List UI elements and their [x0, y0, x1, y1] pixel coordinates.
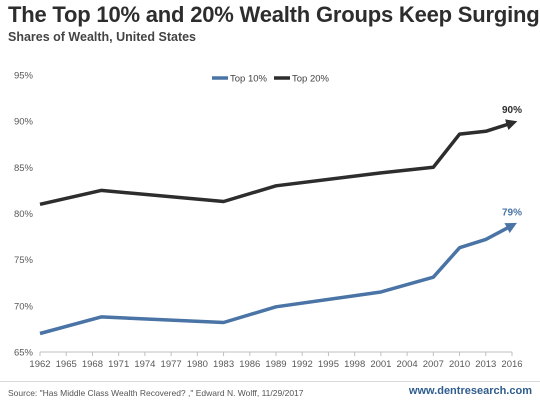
y-tick-label: 95%: [14, 71, 34, 82]
line-chart: 65%70%75%80%85%90%95% 1962 1965 1968 1971 19…: [14, 71, 523, 371]
series-end-label: 90%: [502, 105, 522, 116]
y-tick-label: 65%: [14, 348, 34, 359]
x-tick-label: 1962: [29, 359, 50, 370]
y-tick-label: 70%: [14, 301, 34, 312]
chart-subtitle: Shares of Wealth, United States: [8, 30, 197, 44]
x-tick-label: 2004: [397, 359, 418, 370]
x-tick-label: 2007: [423, 359, 444, 370]
site-url[interactable]: www.dentresearch.com: [408, 385, 532, 397]
y-tick-label: 80%: [14, 209, 34, 220]
series-end-label: 79%: [502, 208, 522, 219]
series-line-top-20: [39, 119, 518, 207]
x-tick-label: 2010: [449, 359, 470, 370]
legend: Top 10% Top 20%: [212, 74, 330, 85]
x-tick-label: 1986: [239, 359, 260, 370]
x-tick-label: 1983: [213, 359, 234, 370]
legend-label: Top 20%: [292, 74, 330, 85]
y-tick-label: 85%: [14, 163, 34, 174]
legend-label: Top 10%: [230, 74, 268, 85]
x-tick-label: 1995: [318, 359, 339, 370]
x-tick-label: 2013: [475, 359, 496, 370]
x-tick-label: 2001: [370, 359, 391, 370]
y-axis: 65% 70% 75% 80% 85% 90% 95%: [14, 71, 34, 359]
x-tick-label: 1980: [187, 359, 208, 370]
x-tick-label: 1989: [265, 359, 286, 370]
x-tick-label: 1977: [161, 359, 182, 370]
x-tick-label: 2016: [501, 359, 522, 370]
y-tick-label: 90%: [14, 117, 34, 128]
source-note: Source: "Has Middle Class Wealth Recover…: [8, 388, 304, 398]
x-tick-label: 1992: [292, 359, 313, 370]
x-tick-label: 1971: [108, 359, 129, 370]
x-axis: 1962 1965 1968 1971 1974 1977 1980 1983 1986 1989…: [29, 351, 523, 370]
chart-title: The Top 10% and 20% Wealth Groups Keep S…: [8, 2, 540, 27]
series-layer: 79% 90%: [39, 105, 522, 336]
y-tick-label: 75%: [14, 255, 34, 266]
footer-divider: [0, 381, 540, 382]
x-tick-label: 1974: [134, 359, 155, 370]
x-tick-label: 1998: [344, 359, 365, 370]
x-tick-label: 1965: [56, 359, 77, 370]
series-line-top-10: [39, 222, 517, 336]
x-tick-label: 1968: [82, 359, 103, 370]
